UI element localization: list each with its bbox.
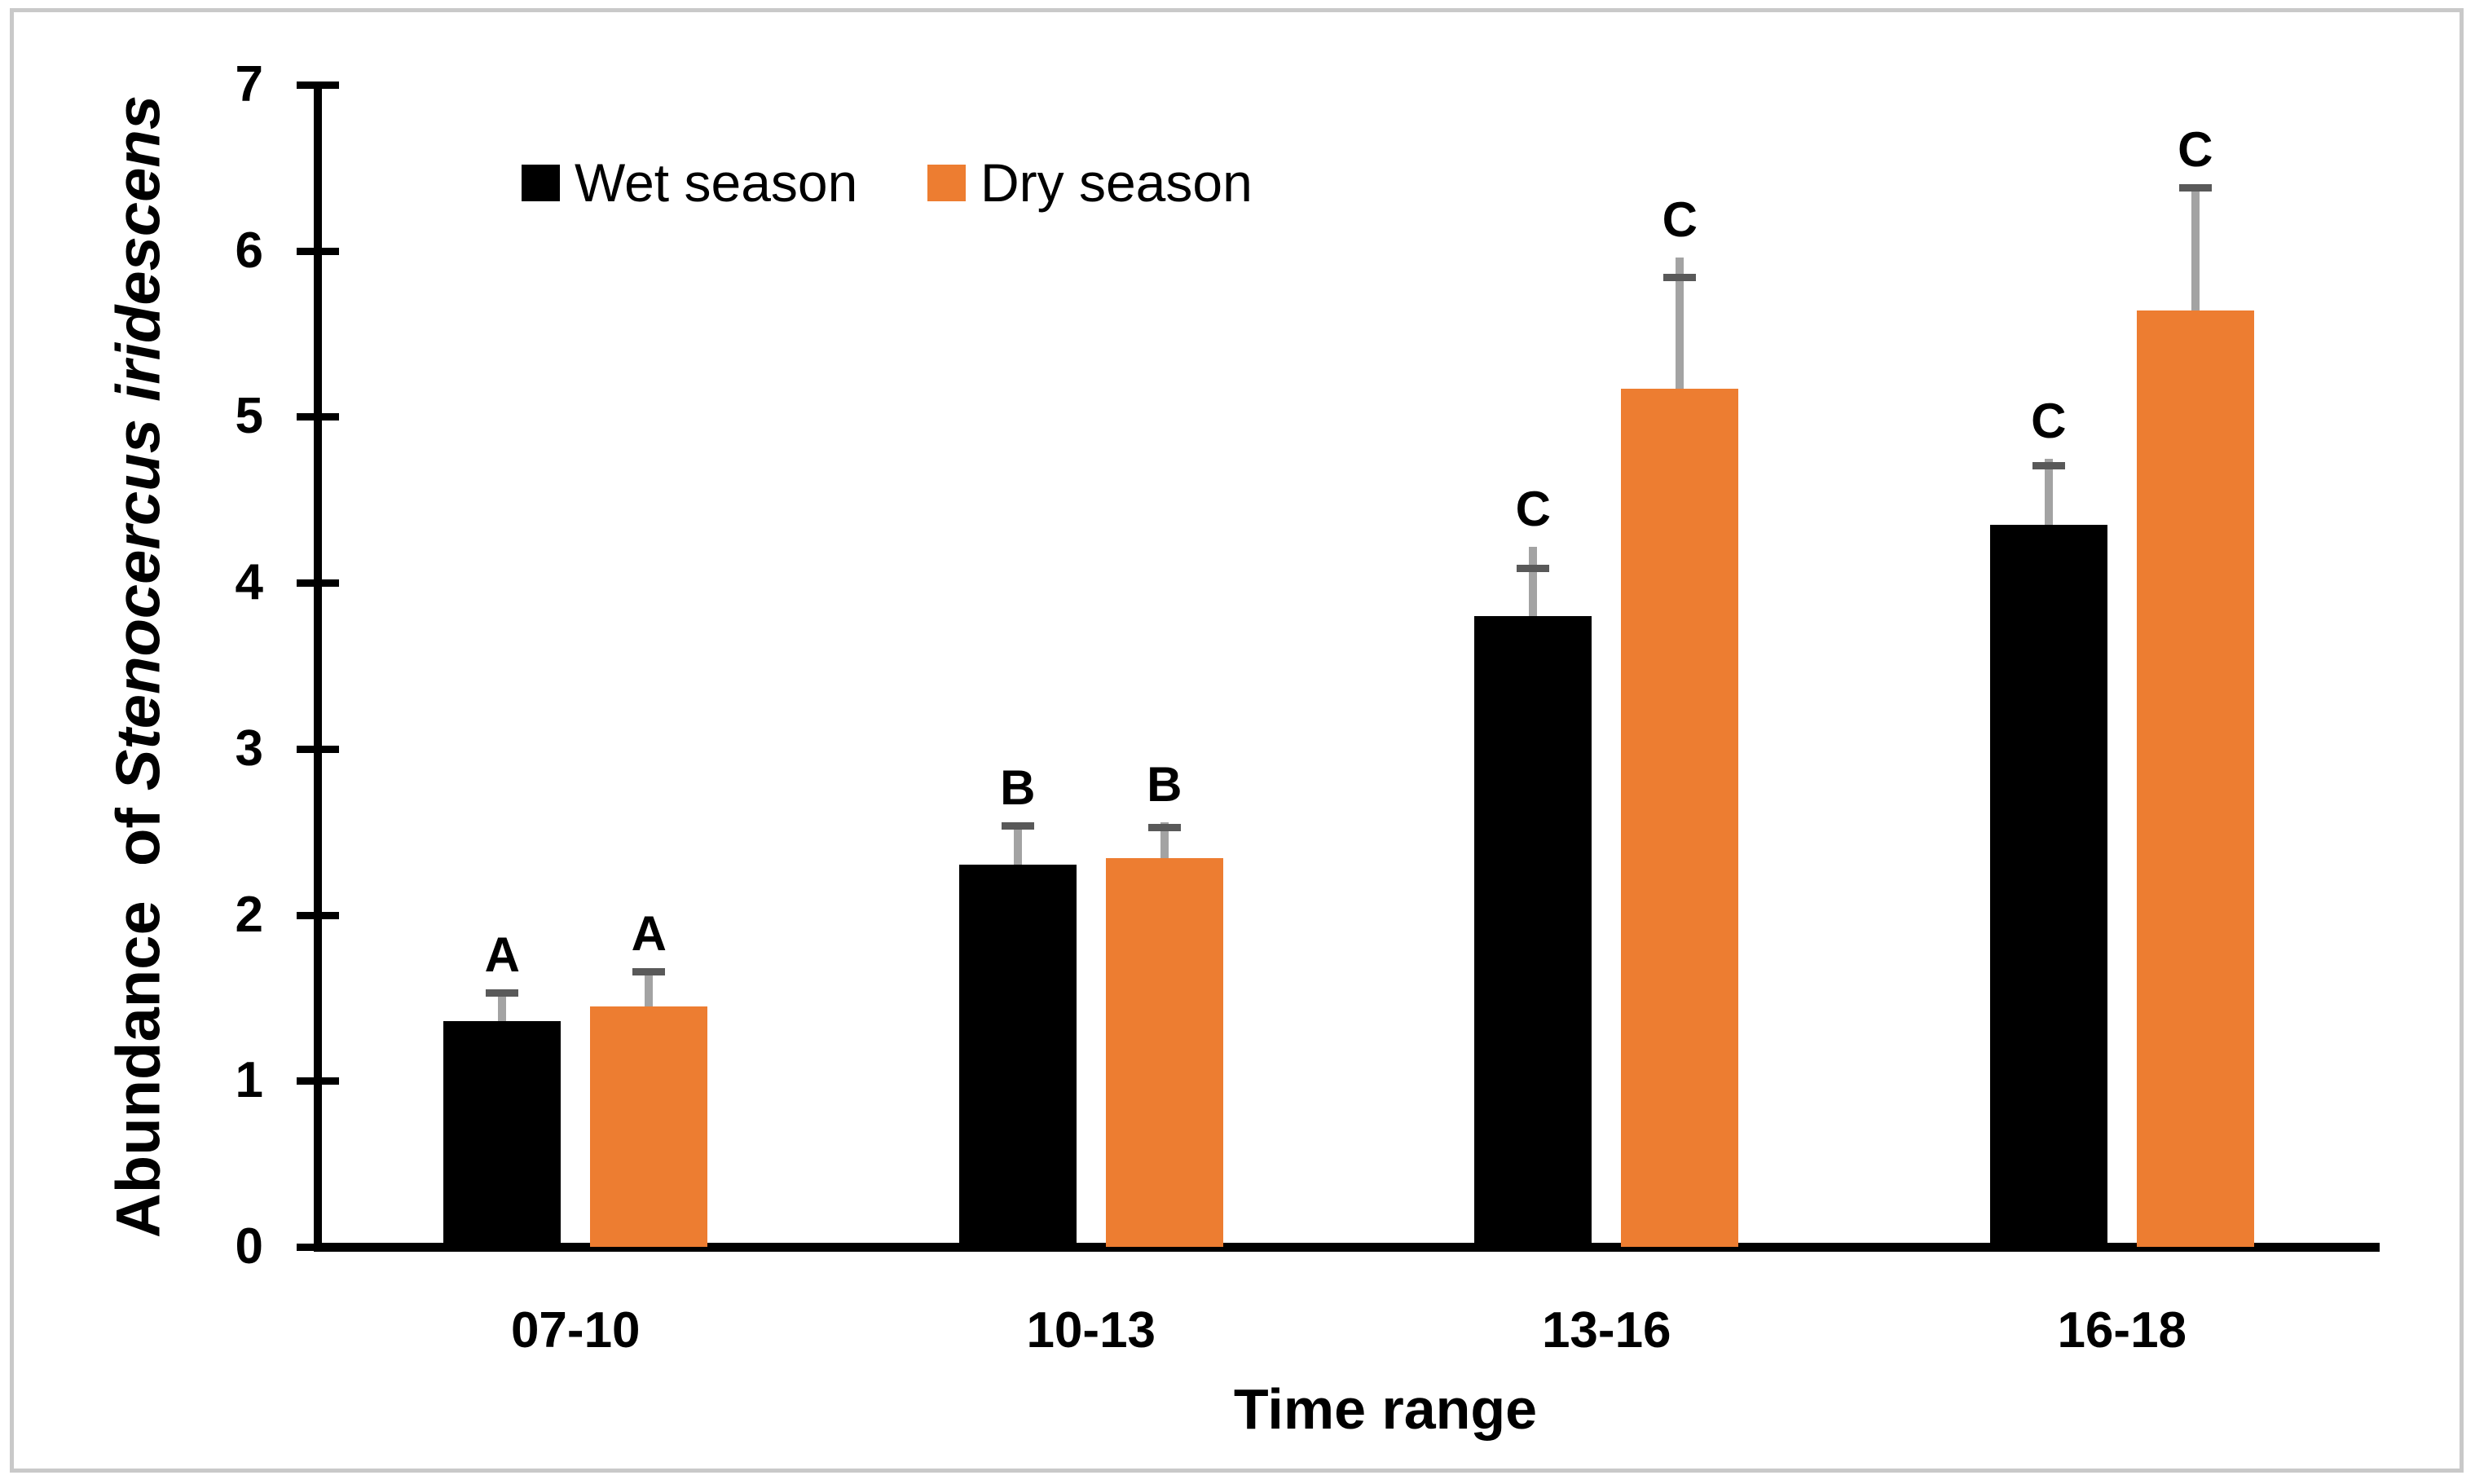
y-axis-line bbox=[314, 81, 322, 1251]
significance-letter-dry-13-16: C bbox=[1662, 192, 1698, 248]
y-tick-2 bbox=[297, 911, 339, 919]
legend-label-dry-season: Dry season bbox=[980, 152, 1253, 213]
error-bar-cap-dry-10-13 bbox=[1147, 823, 1181, 831]
y-tick-4 bbox=[297, 579, 339, 588]
significance-letter-wet-10-13: B bbox=[1000, 760, 1036, 815]
y-tick-1 bbox=[297, 1077, 339, 1085]
legend-label-wet-season: Wet season bbox=[575, 152, 858, 213]
bar-dry-13-16 bbox=[1621, 388, 1739, 1247]
error-bar-cap-wet-13-16 bbox=[1517, 564, 1550, 572]
bar-wet-10-13 bbox=[958, 865, 1077, 1247]
error-bar-cap-dry-16-18 bbox=[2178, 184, 2212, 192]
figure-border bbox=[10, 8, 2464, 1473]
significance-letter-dry-10-13: B bbox=[1147, 756, 1182, 812]
bar-wet-13-16 bbox=[1474, 615, 1592, 1247]
significance-letter-wet-07-10: A bbox=[484, 927, 520, 983]
y-tick-5 bbox=[297, 413, 339, 421]
y-axis-title-plain: Abundance of bbox=[103, 790, 174, 1239]
legend-item-wet-season: Wet season bbox=[522, 152, 858, 213]
y-tick-label-6: 6 bbox=[235, 222, 263, 279]
error-bar-cap-wet-10-13 bbox=[1001, 821, 1034, 830]
x-tick-label-13-16: 13-16 bbox=[1541, 1302, 1671, 1358]
dry-season-swatch-icon bbox=[927, 164, 966, 201]
error-bar-cap-wet-07-10 bbox=[486, 989, 519, 997]
error-bar-line-dry-10-13 bbox=[1160, 821, 1169, 859]
y-tick-label-7: 7 bbox=[235, 56, 263, 112]
x-tick-label-07-10: 07-10 bbox=[510, 1302, 641, 1358]
error-bar-line-dry-13-16 bbox=[1676, 258, 1684, 389]
y-tick-3 bbox=[297, 745, 339, 753]
y-tick-label-5: 5 bbox=[235, 388, 263, 445]
significance-letter-wet-16-18: C bbox=[2031, 393, 2067, 448]
error-bar-cap-wet-16-18 bbox=[2032, 461, 2065, 469]
error-bar-line-wet-10-13 bbox=[1013, 825, 1022, 865]
bar-dry-10-13 bbox=[1105, 858, 1223, 1247]
legend-item-dry-season: Dry season bbox=[927, 152, 1253, 213]
significance-letter-dry-16-18: C bbox=[2178, 122, 2213, 178]
y-tick-label-1: 1 bbox=[235, 1052, 263, 1109]
x-axis-line bbox=[314, 1243, 2380, 1252]
y-tick-label-0: 0 bbox=[235, 1218, 263, 1275]
y-axis-title-species: Stenocercus iridescens bbox=[103, 95, 174, 791]
bar-dry-07-10 bbox=[590, 1006, 708, 1247]
wet-season-swatch-icon bbox=[522, 164, 560, 201]
bar-wet-07-10 bbox=[443, 1020, 561, 1247]
bar-wet-16-18 bbox=[1989, 524, 2107, 1247]
error-bar-line-dry-16-18 bbox=[2191, 187, 2200, 311]
y-tick-7 bbox=[297, 81, 339, 89]
y-tick-6 bbox=[297, 247, 339, 255]
significance-letter-dry-07-10: A bbox=[631, 905, 667, 961]
y-tick-label-4: 4 bbox=[235, 554, 263, 611]
y-tick-label-3: 3 bbox=[235, 720, 263, 777]
bar-dry-16-18 bbox=[2136, 310, 2254, 1247]
error-bar-line-wet-07-10 bbox=[498, 993, 507, 1021]
error-bar-cap-dry-07-10 bbox=[632, 967, 666, 975]
y-tick-0 bbox=[297, 1244, 339, 1251]
error-bar-line-wet-16-18 bbox=[2044, 458, 2053, 525]
x-axis-title: Time range bbox=[1233, 1377, 1538, 1441]
error-bar-cap-dry-13-16 bbox=[1663, 274, 1697, 282]
error-bar-line-wet-13-16 bbox=[1529, 546, 1538, 616]
x-tick-label-16-18: 16-18 bbox=[2057, 1302, 2187, 1358]
y-tick-label-2: 2 bbox=[235, 886, 263, 943]
error-bar-line-dry-07-10 bbox=[645, 971, 654, 1006]
x-tick-label-10-13: 10-13 bbox=[1026, 1302, 1156, 1358]
significance-letter-wet-13-16: C bbox=[1515, 481, 1551, 536]
